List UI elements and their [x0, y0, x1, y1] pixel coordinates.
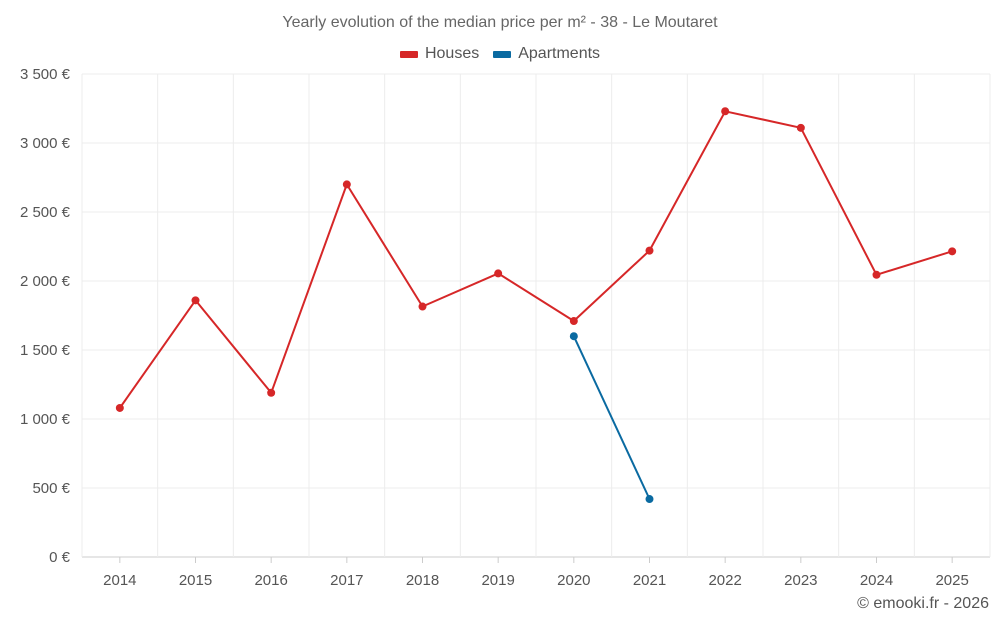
y-tick-label: 3 500 €: [20, 66, 71, 83]
legend-swatch-houses: [399, 50, 418, 58]
x-tick-label: 2014: [103, 572, 136, 589]
x-tick-label: 2021: [633, 572, 666, 589]
data-point-houses-2017: [342, 180, 351, 189]
credit-text: © emooki.fr - 2026: [857, 595, 989, 612]
x-tick-label: 2024: [860, 572, 893, 589]
x-tick-label: 2015: [179, 572, 212, 589]
data-point-houses-2024: [872, 270, 881, 279]
legend-item-houses[interactable]: Houses: [399, 45, 480, 63]
data-point-houses-2014: [115, 403, 124, 412]
x-tick-label: 2023: [784, 572, 817, 589]
data-point-houses-2015: [191, 296, 200, 305]
y-tick-label: 2 500 €: [20, 204, 71, 221]
x-tick-label: 2019: [481, 572, 514, 589]
data-point-apartments-2020: [569, 332, 578, 341]
y-tick-label: 500 €: [32, 480, 70, 497]
legend: Houses Apartments: [0, 45, 1000, 63]
series-line-apartments: [572, 335, 651, 500]
data-point-houses-2019: [494, 269, 503, 278]
y-tick-label: 1 000 €: [20, 411, 71, 428]
x-tick-label: 2025: [935, 572, 968, 589]
x-tick-label: 2017: [330, 572, 363, 589]
legend-item-apartments[interactable]: Apartments: [493, 45, 600, 63]
x-tick-label: 2022: [708, 572, 741, 589]
legend-swatch-apartments: [493, 50, 512, 58]
legend-label-apartments: Apartments: [518, 45, 601, 62]
y-tick-label: 3 000 €: [20, 135, 71, 152]
y-tick-label: 2 000 €: [20, 273, 71, 290]
chart-title: Yearly evolution of the median price per…: [282, 14, 718, 31]
data-point-apartments-2021: [645, 495, 654, 504]
data-point-houses-2022: [721, 107, 730, 116]
x-tick-label: 2016: [254, 572, 287, 589]
data-point-houses-2025: [948, 247, 957, 256]
data-point-houses-2018: [418, 302, 427, 311]
series-line-houses: [118, 110, 953, 409]
data-point-houses-2021: [645, 246, 654, 255]
x-tick-label: 2020: [557, 572, 590, 589]
y-tick-label: 0 €: [49, 549, 71, 566]
data-point-houses-2020: [569, 317, 578, 326]
data-point-houses-2023: [796, 123, 805, 132]
y-tick-label: 1 500 €: [20, 342, 71, 359]
legend-label-houses: Houses: [424, 45, 480, 62]
data-point-houses-2016: [267, 388, 276, 397]
x-tick-label: 2018: [406, 572, 439, 589]
